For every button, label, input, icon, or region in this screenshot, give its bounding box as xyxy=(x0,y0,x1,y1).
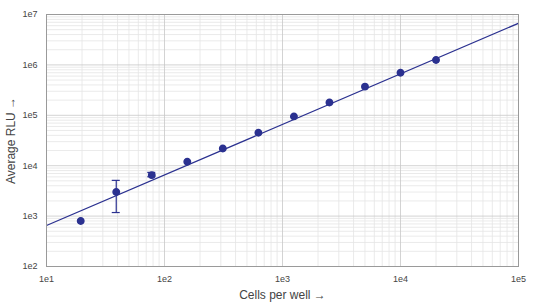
svg-text:1e4: 1e4 xyxy=(22,161,37,171)
svg-text:1e2: 1e2 xyxy=(22,261,37,271)
svg-text:1e1: 1e1 xyxy=(39,274,54,284)
svg-text:1e2: 1e2 xyxy=(157,274,172,284)
svg-text:1e3: 1e3 xyxy=(22,211,37,221)
svg-text:1e7: 1e7 xyxy=(22,9,37,19)
svg-text:1e5: 1e5 xyxy=(511,274,526,284)
svg-text:1e4: 1e4 xyxy=(393,274,408,284)
svg-text:Average RLU →: Average RLU → xyxy=(4,97,18,184)
svg-text:Cells per well →: Cells per well → xyxy=(239,288,326,302)
svg-text:1e5: 1e5 xyxy=(22,110,37,120)
svg-text:1e3: 1e3 xyxy=(275,274,290,284)
svg-text:1e6: 1e6 xyxy=(22,60,37,70)
